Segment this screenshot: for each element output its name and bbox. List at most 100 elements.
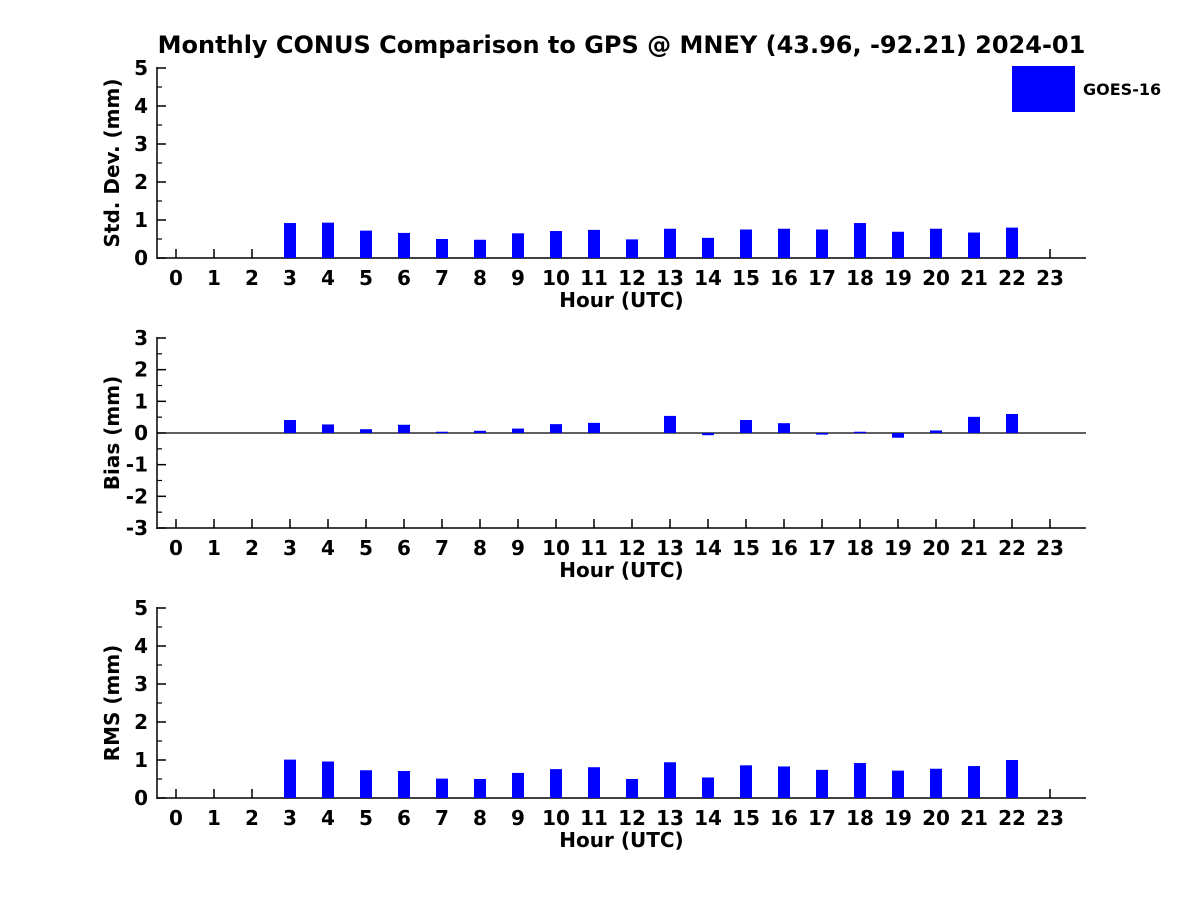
bias-x-tick-label: 14 <box>694 536 722 560</box>
rms-y-tick-label: 2 <box>134 710 148 734</box>
bias-bar-h20 <box>930 430 942 433</box>
bias-x-tick-label: 0 <box>169 536 183 560</box>
rms-x-tick-label: 0 <box>169 806 183 830</box>
stddev-y-tick-label: 1 <box>134 208 148 232</box>
bias-x-tick-label: 23 <box>1036 536 1064 560</box>
rms-x-tick-label: 5 <box>359 806 373 830</box>
bias-bar-h8 <box>474 430 486 433</box>
rms-x-tick-label: 16 <box>770 806 798 830</box>
bias-x-tick-label: 15 <box>732 536 760 560</box>
rms-xlabel: Hour (UTC) <box>559 828 683 852</box>
rms-bar-h18 <box>854 763 866 798</box>
rms-x-tick-label: 1 <box>207 806 221 830</box>
rms-x-tick-label: 18 <box>846 806 874 830</box>
bias-bar-h4 <box>322 424 334 433</box>
stddev-bar-h9 <box>512 233 524 258</box>
stddev-x-tick-label: 23 <box>1036 266 1064 290</box>
rms-x-tick-label: 11 <box>580 806 608 830</box>
bias-bar-h9 <box>512 428 524 433</box>
bias-bar-h10 <box>550 424 562 433</box>
rms-bar-h5 <box>360 770 372 798</box>
bias-x-tick-label: 7 <box>435 536 449 560</box>
rms-bar-h17 <box>816 769 828 798</box>
bias-x-tick-label: 9 <box>511 536 525 560</box>
rms-bar-h19 <box>892 770 904 798</box>
rms-x-tick-label: 22 <box>998 806 1026 830</box>
stddev-xlabel: Hour (UTC) <box>559 288 683 312</box>
stddev-x-tick-label: 16 <box>770 266 798 290</box>
stddev-bar-h13 <box>664 228 676 258</box>
rms-ylabel: RMS (mm) <box>100 645 124 762</box>
rms-y-tick-label: 5 <box>134 596 148 620</box>
bias-x-tick-label: 19 <box>884 536 912 560</box>
stddev-bar-h19 <box>892 231 904 258</box>
stddev-ylabel: Std. Dev. (mm) <box>100 79 124 248</box>
rms-y-tick-label: 4 <box>134 634 148 658</box>
legend: GOES-16 <box>1012 66 1161 112</box>
bias-x-tick-label: 11 <box>580 536 608 560</box>
bias-bar-h16 <box>778 423 790 433</box>
stddev-x-tick-label: 22 <box>998 266 1026 290</box>
stddev-x-tick-label: 3 <box>283 266 297 290</box>
stddev-bar-h15 <box>740 229 752 258</box>
stddev-bar-h14 <box>702 237 714 258</box>
rms-y-tick-label: 0 <box>134 786 148 810</box>
rms-x-tick-label: 19 <box>884 806 912 830</box>
rms-x-tick-label: 6 <box>397 806 411 830</box>
bias-xlabel: Hour (UTC) <box>559 558 683 582</box>
stddev-y-tick-label: 2 <box>134 170 148 194</box>
stddev-x-tick-label: 4 <box>321 266 335 290</box>
rms-bar-h8 <box>474 779 486 798</box>
bias-y-tick-label: 0 <box>134 421 148 445</box>
stddev-x-tick-label: 18 <box>846 266 874 290</box>
stddev-x-tick-label: 7 <box>435 266 449 290</box>
bias-x-tick-label: 5 <box>359 536 373 560</box>
rms-x-tick-label: 7 <box>435 806 449 830</box>
bias-x-tick-label: 20 <box>922 536 950 560</box>
stddev-bar-h5 <box>360 230 372 258</box>
stddev-bar-h16 <box>778 228 790 258</box>
rms-bar-h11 <box>588 767 600 798</box>
bias-bar-h18 <box>854 431 866 433</box>
bias-bar-h11 <box>588 422 600 433</box>
chart-title: Monthly CONUS Comparison to GPS @ MNEY (… <box>157 31 1086 59</box>
rms-x-tick-label: 4 <box>321 806 335 830</box>
rms-bar-h6 <box>398 771 410 798</box>
stddev-bar-h18 <box>854 223 866 258</box>
stddev-x-tick-label: 11 <box>580 266 608 290</box>
stddev-y-tick-label: 4 <box>134 94 148 118</box>
rms-x-tick-label: 21 <box>960 806 988 830</box>
legend-label: GOES-16 <box>1083 79 1162 99</box>
rms-bar-h13 <box>664 762 676 798</box>
rms-x-tick-label: 3 <box>283 806 297 830</box>
bias-x-tick-label: 6 <box>397 536 411 560</box>
stddev-x-tick-label: 13 <box>656 266 684 290</box>
rms-x-tick-label: 12 <box>618 806 646 830</box>
bias-x-tick-label: 1 <box>207 536 221 560</box>
bias-x-tick-label: 18 <box>846 536 874 560</box>
bias-y-tick-label: 1 <box>134 389 148 413</box>
stddev-x-tick-label: 0 <box>169 266 183 290</box>
bias-bar-h22 <box>1006 414 1018 433</box>
rms-bar-h21 <box>968 766 980 798</box>
bias-x-tick-label: 17 <box>808 536 836 560</box>
stddev-y-tick-label: 5 <box>134 56 148 80</box>
bias-y-tick-label: -2 <box>126 484 148 508</box>
bias-x-tick-label: 4 <box>321 536 335 560</box>
stddev-x-tick-label: 6 <box>397 266 411 290</box>
stddev-y-tick-label: 3 <box>134 132 148 156</box>
bias-bar-h5 <box>360 429 372 433</box>
rms-x-tick-label: 15 <box>732 806 760 830</box>
rms-bar-h12 <box>626 779 638 798</box>
stddev-x-tick-label: 19 <box>884 266 912 290</box>
bias-ylabel: Bias (mm) <box>100 376 124 490</box>
rms-bar-h7 <box>436 778 448 798</box>
rms-x-tick-label: 20 <box>922 806 950 830</box>
stddev-x-tick-label: 12 <box>618 266 646 290</box>
stddev-x-tick-label: 15 <box>732 266 760 290</box>
rms-x-tick-label: 23 <box>1036 806 1064 830</box>
rms-x-tick-label: 14 <box>694 806 722 830</box>
bias-x-tick-label: 13 <box>656 536 684 560</box>
